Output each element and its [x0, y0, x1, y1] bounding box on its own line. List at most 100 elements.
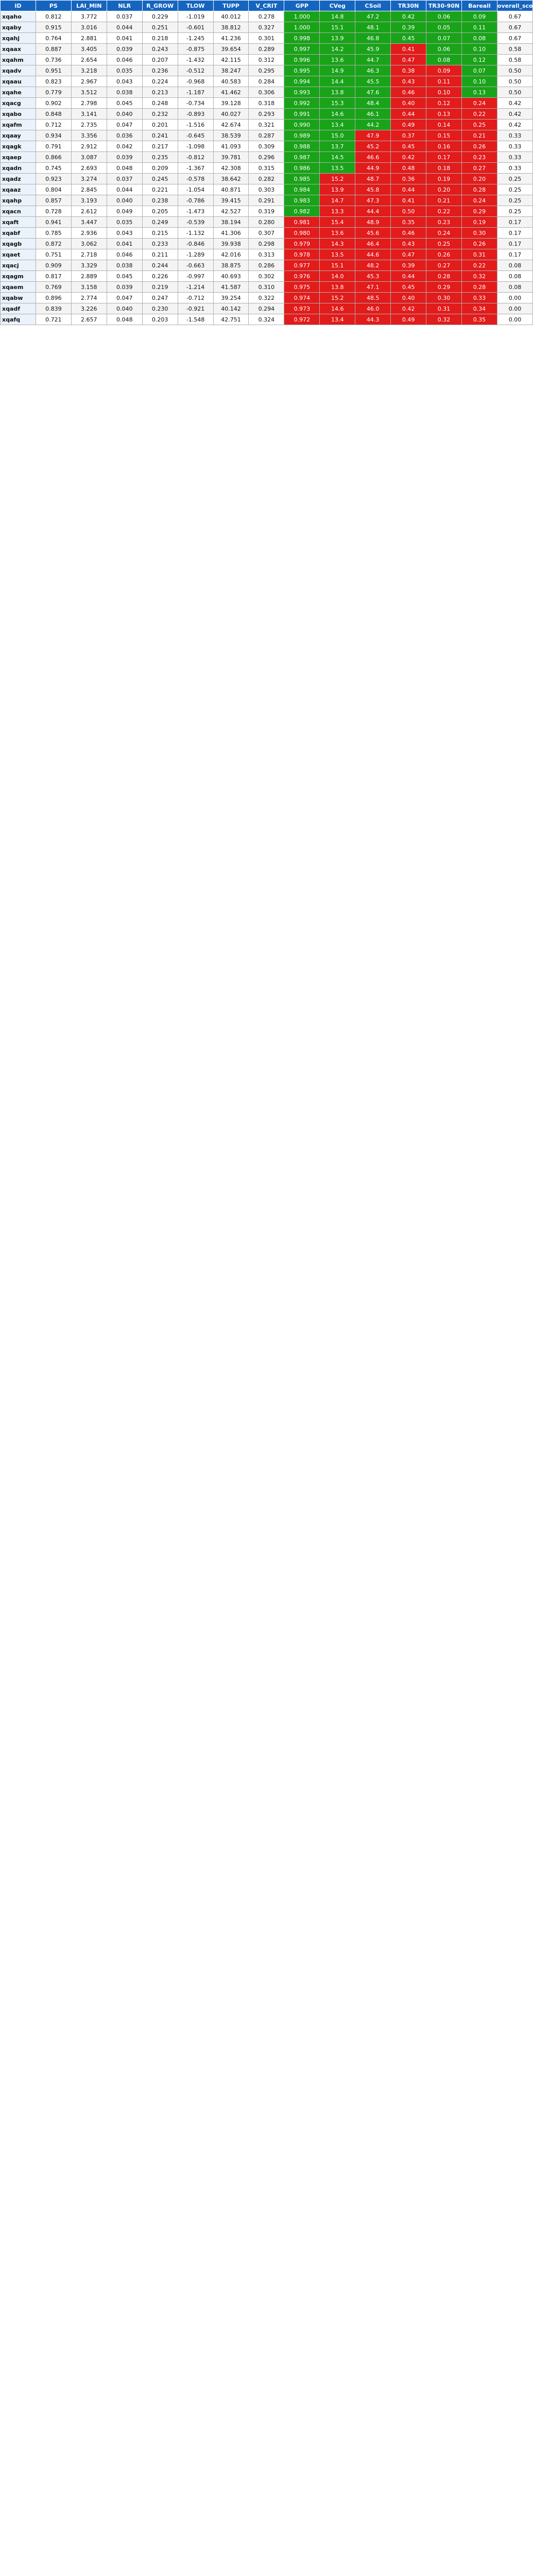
table-row: xqaaz 0.804 2.845 0.044 0.221 -1.054 40.871 0.3… — [0, 184, 533, 195]
table-cell: -0.663 — [177, 260, 214, 271]
table-cell: 0.048 — [106, 314, 143, 325]
table-cell: 0.33 — [461, 292, 497, 303]
table-row: xqadf 0.839 3.226 0.040 0.230 -0.921 40.142 0.2… — [0, 303, 533, 314]
table-cell: -0.812 — [177, 151, 214, 163]
row-id-cell: xqaft — [0, 216, 36, 228]
table-cell: 0.10 — [426, 87, 462, 98]
table-cell: 3.772 — [71, 11, 107, 22]
table-cell: 0.872 — [35, 238, 72, 249]
table-cell: 0.24 — [461, 97, 497, 109]
table-cell: 46.8 — [355, 32, 391, 44]
table-cell: 41.462 — [213, 87, 249, 98]
table-row: xqabw 0.896 2.774 0.047 0.247 -0.712 39.254 0.3… — [0, 292, 533, 303]
row-id-cell: xqacn — [0, 206, 36, 217]
column-header[interactable]: GPP — [284, 0, 320, 11]
table-cell: 0.045 — [106, 270, 143, 282]
column-header[interactable]: V_CRIT — [248, 0, 285, 11]
table-cell: 0.233 — [142, 238, 178, 249]
table-cell: 0.26 — [426, 249, 462, 260]
table-cell: 0.981 — [284, 216, 320, 228]
table-cell: 42.016 — [213, 249, 249, 260]
table-cell: 3.062 — [71, 238, 107, 249]
table-cell: 14.2 — [319, 43, 356, 55]
table-cell: 44.7 — [355, 54, 391, 65]
table-cell: 0.47 — [390, 54, 427, 65]
table-cell: 15.1 — [319, 22, 356, 33]
table-cell: 0.49 — [390, 314, 427, 325]
table-cell: 0.974 — [284, 292, 320, 303]
table-cell: -1.098 — [177, 141, 214, 152]
table-cell: 0.037 — [106, 11, 143, 22]
table-cell: 0.33 — [496, 162, 533, 174]
table-cell: 0.201 — [142, 119, 178, 130]
column-header[interactable]: PS — [35, 0, 72, 11]
table-cell: 0.211 — [142, 249, 178, 260]
table-cell: 14.7 — [319, 195, 356, 206]
table-cell: 14.9 — [319, 65, 356, 76]
row-id-cell: xqaho — [0, 11, 36, 22]
table-cell: 0.286 — [248, 260, 285, 271]
table-cell: 0.291 — [248, 195, 285, 206]
table-cell: 0.987 — [284, 151, 320, 163]
table-row: xqafm 0.712 2.735 0.047 0.201 -1.516 42.674 0.3… — [0, 119, 533, 130]
table-cell: 40.012 — [213, 11, 249, 22]
table-cell: 0.28 — [461, 184, 497, 195]
column-header[interactable]: overall_score — [496, 0, 533, 11]
row-id-cell: xqaby — [0, 22, 36, 33]
table-cell: 40.142 — [213, 303, 249, 314]
table-cell: 0.278 — [248, 11, 285, 22]
table-cell: 0.990 — [284, 119, 320, 130]
table-cell: 2.657 — [71, 314, 107, 325]
table-cell: 0.035 — [106, 216, 143, 228]
table-cell: 0.997 — [284, 43, 320, 55]
table-cell: 0.28 — [461, 281, 497, 293]
table-cell: 0.238 — [142, 195, 178, 206]
table-cell: 3.016 — [71, 22, 107, 33]
column-header[interactable]: TR30N — [390, 0, 427, 11]
column-header[interactable]: TLOW — [177, 0, 214, 11]
table-cell: 0.243 — [142, 43, 178, 55]
table-cell: 0.17 — [496, 216, 533, 228]
table-cell: -0.846 — [177, 238, 214, 249]
table-cell: 0.209 — [142, 162, 178, 174]
table-row: xqaau 0.823 2.967 0.043 0.224 -0.968 40.583 0.2… — [0, 76, 533, 87]
table-cell: 0.779 — [35, 87, 72, 98]
column-header[interactable]: TUPP — [213, 0, 249, 11]
table-cell: 0.25 — [496, 184, 533, 195]
table-cell: 48.9 — [355, 216, 391, 228]
table-cell: 40.693 — [213, 270, 249, 282]
table-row: xqaax 0.887 3.405 0.039 0.243 -0.875 39.654 0.2… — [0, 43, 533, 55]
table-cell: 38.875 — [213, 260, 249, 271]
column-header[interactable]: R_GROW — [142, 0, 178, 11]
table-cell: 46.4 — [355, 238, 391, 249]
table-cell: 0.219 — [142, 281, 178, 293]
table-cell: 0.40 — [390, 97, 427, 109]
table-cell: 14.3 — [319, 238, 356, 249]
table-cell: 0.303 — [248, 184, 285, 195]
table-cell: 0.745 — [35, 162, 72, 174]
table-cell: 3.158 — [71, 281, 107, 293]
column-header[interactable]: NLR — [106, 0, 143, 11]
row-id-cell: xqadf — [0, 303, 36, 314]
table-cell: 2.967 — [71, 76, 107, 87]
table-cell: -0.968 — [177, 76, 214, 87]
row-id-cell: xqacj — [0, 260, 36, 271]
table-cell: 0.043 — [106, 227, 143, 239]
table-cell: 0.26 — [461, 238, 497, 249]
table-cell: 0.047 — [106, 292, 143, 303]
column-header[interactable]: ID — [0, 0, 36, 11]
table-cell: 0.322 — [248, 292, 285, 303]
column-header[interactable]: LAI_MIN — [71, 0, 107, 11]
table-cell: 0.251 — [142, 22, 178, 33]
column-header[interactable]: TR30-90N — [426, 0, 462, 11]
column-header[interactable]: CSoil — [355, 0, 391, 11]
table-cell: 0.45 — [390, 32, 427, 44]
table-cell: 0.293 — [248, 108, 285, 120]
column-header[interactable]: CVeg — [319, 0, 356, 11]
row-id-cell: xqaax — [0, 43, 36, 55]
table-cell: 0.43 — [390, 238, 427, 249]
table-cell: 40.871 — [213, 184, 249, 195]
table-cell: 14.8 — [319, 11, 356, 22]
table-cell: 15.2 — [319, 173, 356, 184]
column-header[interactable]: Bareall — [461, 0, 497, 11]
